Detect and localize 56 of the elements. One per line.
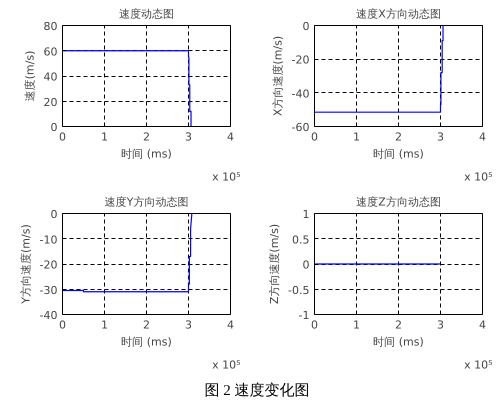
x-tick-label: 1 <box>353 130 360 144</box>
x-tick-label: 2 <box>395 130 402 144</box>
y-tick-label: -0.5 <box>288 284 310 297</box>
x-axis-title: 时间 (ms) <box>121 148 172 160</box>
y-tick-label: 60 <box>44 45 58 58</box>
x-tick-label: 4 <box>479 318 486 332</box>
y-tick-label: 80 <box>44 20 58 33</box>
y-tick-label: 0 <box>50 121 58 134</box>
y-tick-label: 0 <box>50 208 58 221</box>
y-tick-label: 1 <box>302 208 310 221</box>
chart-title: 速度Y方向动态图 <box>104 196 188 208</box>
x-tick-label: 2 <box>143 318 150 332</box>
x-tick-label: 0 <box>311 318 318 332</box>
chart-title: 速度动态图 <box>119 8 174 20</box>
x-tick-label: 1 <box>353 318 360 332</box>
x-tick-label: 0 <box>59 130 66 144</box>
y-tick-label: -10 <box>40 233 58 246</box>
x-tick-label: 2 <box>143 130 150 144</box>
y-tick-label: -1 <box>298 309 310 322</box>
y-tick-label: -40 <box>40 309 58 322</box>
x-tick-label: 3 <box>437 318 444 332</box>
text: x 10⁵ <box>212 358 241 372</box>
x-tick-label: 0 <box>311 130 318 144</box>
x-tick-label: 2 <box>395 318 402 332</box>
chart-title: 速度X方向动态图 <box>356 8 441 20</box>
y-axis-title: Y方向速度(m/s) <box>20 224 33 305</box>
text: x 10⁵ <box>464 358 493 372</box>
y-axis-title: 速度(m/s) <box>24 50 37 102</box>
y-tick-label: -20 <box>40 258 58 272</box>
y-tick-label: -60 <box>292 121 310 134</box>
y-tick-label: -20 <box>292 54 310 67</box>
y-tick-label: 0 <box>302 258 310 272</box>
x-tick-label: 3 <box>185 130 192 144</box>
x-axis-title: 时间 (ms) <box>373 148 424 160</box>
x-tick-label: 0 <box>59 318 66 332</box>
y-tick-label: 0 <box>302 20 310 33</box>
y-tick-label: 20 <box>44 96 58 109</box>
y-tick-label: -40 <box>292 87 310 100</box>
x-axis-title: 时间 (ms) <box>373 336 424 348</box>
y-tick-label: 0.5 <box>292 233 310 246</box>
y-tick-label: 40 <box>44 70 58 84</box>
y-tick-label: -30 <box>40 284 58 297</box>
x-tick-label: 3 <box>185 318 192 332</box>
caption: 图 2 速度变化图 <box>204 381 310 401</box>
text: x 10⁵ <box>464 170 493 184</box>
x-tick-label: 4 <box>227 130 234 144</box>
x-axis-title: 时间 (ms) <box>121 336 172 348</box>
text: x 10⁵ <box>212 170 241 184</box>
x-tick-label: 4 <box>479 130 486 144</box>
x-tick-label: 4 <box>227 318 234 332</box>
x-tick-label: 1 <box>101 318 108 332</box>
y-axis-title: X方向速度(m/s) <box>272 36 285 116</box>
y-axis-title: Z方向速度(m/s) <box>268 224 282 304</box>
x-tick-label: 3 <box>437 130 444 144</box>
x-tick-label: 1 <box>101 130 108 144</box>
chart-title: 速度Z方向动态图 <box>356 196 441 208</box>
